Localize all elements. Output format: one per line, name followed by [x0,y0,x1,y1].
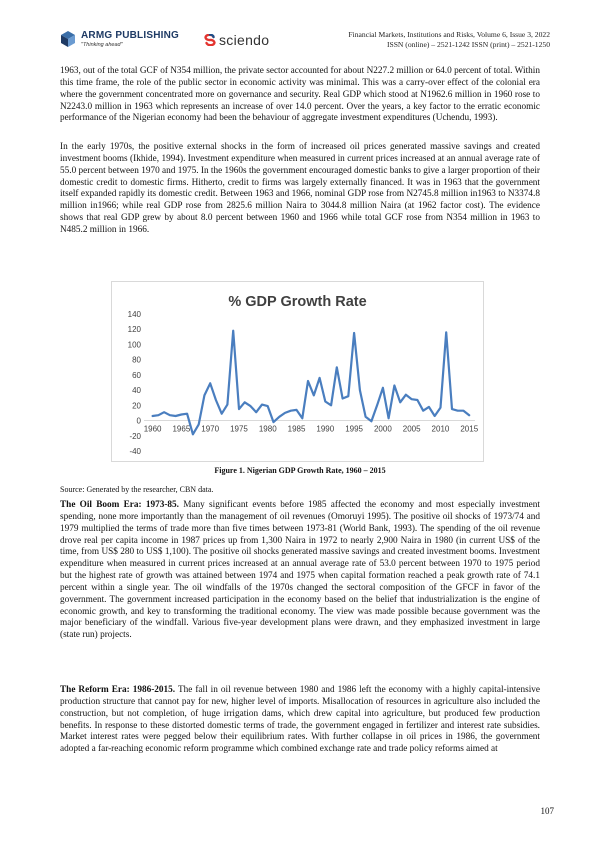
x-tick-label: 1995 [345,425,363,434]
y-tick-label: 40 [132,386,141,395]
x-tick-label: 1985 [288,425,306,434]
x-tick-label: 1980 [259,425,277,434]
x-tick-label: 1960 [144,425,162,434]
x-tick-label: 2000 [374,425,392,434]
publisher-name: ARMG Publishing [81,30,179,41]
paragraph-2-text: In the early 1970s, the positive externa… [60,142,540,235]
publisher-slogan: "Thinking ahead" [81,42,123,48]
y-tick-label: -20 [129,432,141,441]
y-tick-label: 20 [132,401,141,410]
page-header: ARMG Publishing "Thinking ahead" sciendo… [60,24,550,66]
y-tick-label: 120 [128,325,142,334]
x-tick-label: 2015 [460,425,478,434]
y-tick-label: 80 [132,356,141,365]
sciendo-name: sciendo [219,32,270,48]
x-tick-label: 1965 [172,425,190,434]
paragraph-1-text: 1963, out of the total GCF of N354 milli… [60,66,540,124]
journal-info: Financial Markets, Institutions and Risk… [348,30,550,50]
figure-source: Source: Generated by the researcher, CBN… [60,485,214,494]
y-tick-label: -40 [129,447,141,456]
publisher-cube-icon [61,31,75,47]
x-tick-label: 2005 [403,425,421,434]
y-tick-label: 0 [137,417,142,426]
paragraph-4-text: The fall in oil revenue between 1980 and… [60,685,540,755]
gdp-growth-chart: % GDP Growth Rate 140 120 100 80 60 40 20 0 -20 -4… [111,281,484,462]
chart-title: % GDP Growth Rate [228,294,366,310]
figure-caption: Figure 1. Nigerian GDP Growth Rate, 1960… [214,466,386,475]
sciendo-s-icon [204,34,216,46]
sciendo-logo: sciendo [204,32,269,48]
y-tick-label: 100 [128,340,142,349]
paragraph-1: 1963, out of the total GCF of N354 milli… [60,66,540,125]
chart-svg: % GDP Growth Rate 140 120 100 80 60 40 20 0 -20 -4… [128,294,479,456]
x-tick-label: 1975 [230,425,248,434]
x-tick-label: 2010 [432,425,450,434]
paragraph-2: In the early 1970s, the positive externa… [60,142,540,237]
y-tick-label: 140 [128,310,142,319]
series-line [151,329,471,436]
x-tick-label: 1970 [201,425,219,434]
x-tick-label: 1990 [316,425,334,434]
section-heading-oil-boom: The Oil Boom Era: 1973-85. [60,500,179,510]
journal-title-line: Financial Markets, Institutions and Risk… [348,30,550,39]
paragraph-3-text: Many significant events before 1985 affe… [60,500,540,641]
y-tick-label: 60 [132,371,141,380]
paragraph-3: The Oil Boom Era: 1973-85. Many signific… [60,500,540,642]
section-heading-reform: The Reform Era: 1986-2015. [60,685,176,695]
paragraph-4: The Reform Era: 1986-2015. The fall in o… [60,685,540,756]
page-number: 107 [540,806,555,816]
journal-issn-line: ISSN (online) – 2521-1242 ISSN (print) –… [386,40,550,49]
publisher-logo: ARMG Publishing "Thinking ahead" [60,30,179,48]
